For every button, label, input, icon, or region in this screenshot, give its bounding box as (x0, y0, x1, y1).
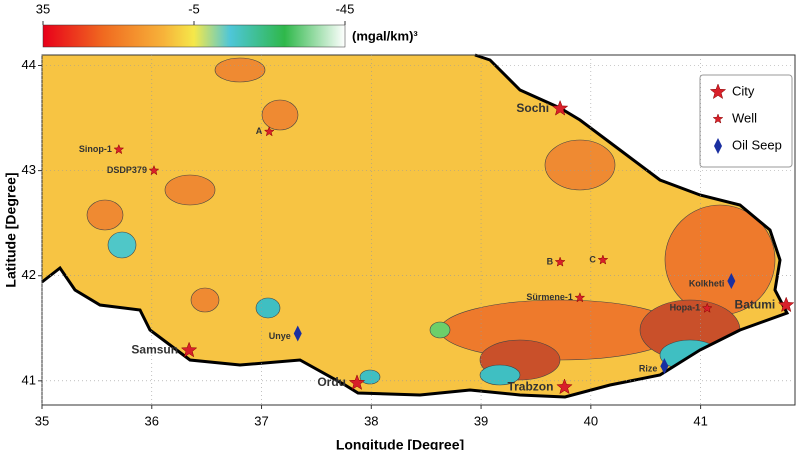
map-frame (41, 54, 796, 406)
x-tick-label: 35 (35, 413, 49, 428)
well-marker (574, 292, 586, 303)
well-marker (113, 143, 125, 155)
coastline (41, 53, 790, 399)
place-label: DSDP379 (107, 165, 147, 175)
place-label: C (589, 254, 596, 264)
legend-label: Well (732, 110, 757, 125)
x-tick-label: 36 (145, 413, 159, 428)
x-axis-label: Longitude [Degree] (336, 437, 464, 450)
city-marker (551, 99, 569, 116)
y-tick-label: 43 (22, 162, 36, 177)
place-label: Unye (269, 331, 291, 341)
legend (699, 74, 793, 168)
y-tick-label: 44 (22, 57, 36, 72)
seep-marker (727, 272, 736, 289)
legend-label: Oil Seep (732, 137, 782, 152)
colorbar (42, 24, 346, 48)
x-tick-label: 39 (474, 413, 488, 428)
place-label: Rize (639, 363, 658, 373)
y-tick-label: 42 (22, 267, 36, 282)
x-tick-label: 40 (584, 413, 598, 428)
well-marker (701, 302, 713, 313)
colorbar-tick-label: -5 (188, 1, 200, 16)
place-label: Sinop-1 (79, 144, 112, 154)
well-marker (148, 164, 160, 176)
colorbar-tick-label: 35 (36, 1, 50, 16)
well-marker (597, 254, 609, 265)
colorbar-unit: (mgal/km)³ (352, 28, 418, 43)
seep-marker (714, 138, 722, 154)
y-tick-label: 41 (22, 372, 36, 387)
city-marker (709, 83, 727, 100)
x-tick-label: 38 (364, 413, 378, 428)
place-label: Sochi (516, 101, 549, 115)
place-label: Batumi (735, 297, 776, 311)
place-label: Kolkheti (689, 278, 725, 288)
seep-marker (293, 325, 302, 342)
seep-marker (660, 358, 669, 375)
city-marker (556, 378, 573, 395)
place-label: Sürmene-1 (526, 292, 573, 302)
place-label: Trabzon (507, 379, 553, 393)
legend-label: City (732, 83, 755, 98)
city-marker (180, 341, 198, 358)
place-label: Hopa-1 (670, 303, 701, 313)
x-tick-label: 37 (254, 413, 268, 428)
y-axis-label: Latitude [Degree] (3, 172, 19, 287)
place-label: Ordu (317, 375, 346, 389)
well-marker (712, 113, 724, 124)
well-marker (554, 256, 566, 267)
place-label: B (547, 256, 554, 266)
place-label: A (256, 126, 263, 136)
place-label: Samsun (131, 343, 178, 357)
colorbar-tick-label: -45 (336, 1, 355, 16)
x-tick-label: 41 (693, 413, 707, 428)
city-marker (777, 296, 795, 313)
city-marker (348, 374, 366, 390)
well-marker (263, 125, 275, 137)
